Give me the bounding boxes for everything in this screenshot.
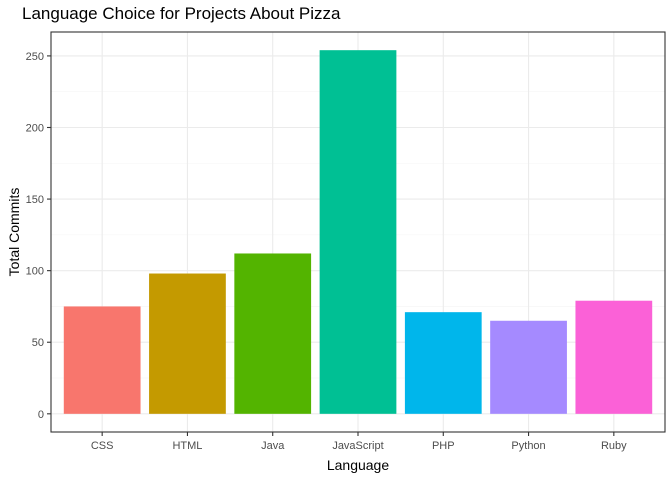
bar-html bbox=[149, 273, 226, 414]
y-tick-label: 250 bbox=[26, 51, 44, 63]
x-tick-label-ruby: Ruby bbox=[601, 440, 627, 452]
x-axis-title: Language bbox=[327, 457, 390, 473]
y-tick-label: 100 bbox=[26, 266, 44, 278]
bar-javascript bbox=[319, 50, 397, 414]
y-tick-label: 200 bbox=[26, 122, 44, 134]
bar-css bbox=[63, 306, 141, 414]
bar-php bbox=[404, 312, 482, 414]
x-tick-label-java: Java bbox=[261, 440, 285, 452]
bar-python bbox=[490, 320, 567, 414]
bar-ruby bbox=[575, 300, 653, 414]
bar-java bbox=[234, 253, 312, 414]
y-tick-label: 0 bbox=[38, 409, 44, 421]
y-axis: 0 50 100 150 200 250 bbox=[26, 51, 51, 421]
x-tick-label-html: HTML bbox=[172, 440, 202, 452]
y-tick-label: 150 bbox=[26, 194, 44, 206]
x-tick-label-css: CSS bbox=[91, 440, 114, 452]
y-axis-title: Total Commits bbox=[6, 188, 22, 277]
chart-title: Language Choice for Projects About Pizza bbox=[22, 4, 341, 23]
bars bbox=[63, 50, 653, 414]
y-tick-label: 50 bbox=[32, 337, 44, 349]
x-tick-label-python: Python bbox=[511, 440, 545, 452]
x-axis: CSS HTML Java JavaScript PHP Python Ruby bbox=[91, 432, 627, 452]
x-tick-label-php: PHP bbox=[432, 440, 455, 452]
x-tick-label-javascript: JavaScript bbox=[332, 440, 383, 452]
